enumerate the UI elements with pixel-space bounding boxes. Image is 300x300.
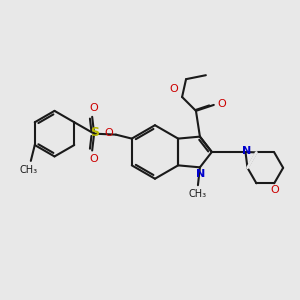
Text: CH₃: CH₃ (20, 165, 38, 175)
Text: O: O (169, 84, 178, 94)
Text: N: N (242, 146, 251, 156)
Text: O: O (271, 185, 280, 195)
Text: N: N (196, 169, 206, 179)
Text: O: O (90, 103, 98, 113)
Text: S: S (90, 126, 99, 139)
Text: O: O (104, 128, 113, 138)
Text: O: O (90, 154, 98, 164)
Text: CH₃: CH₃ (189, 189, 207, 199)
Text: O: O (218, 99, 226, 109)
